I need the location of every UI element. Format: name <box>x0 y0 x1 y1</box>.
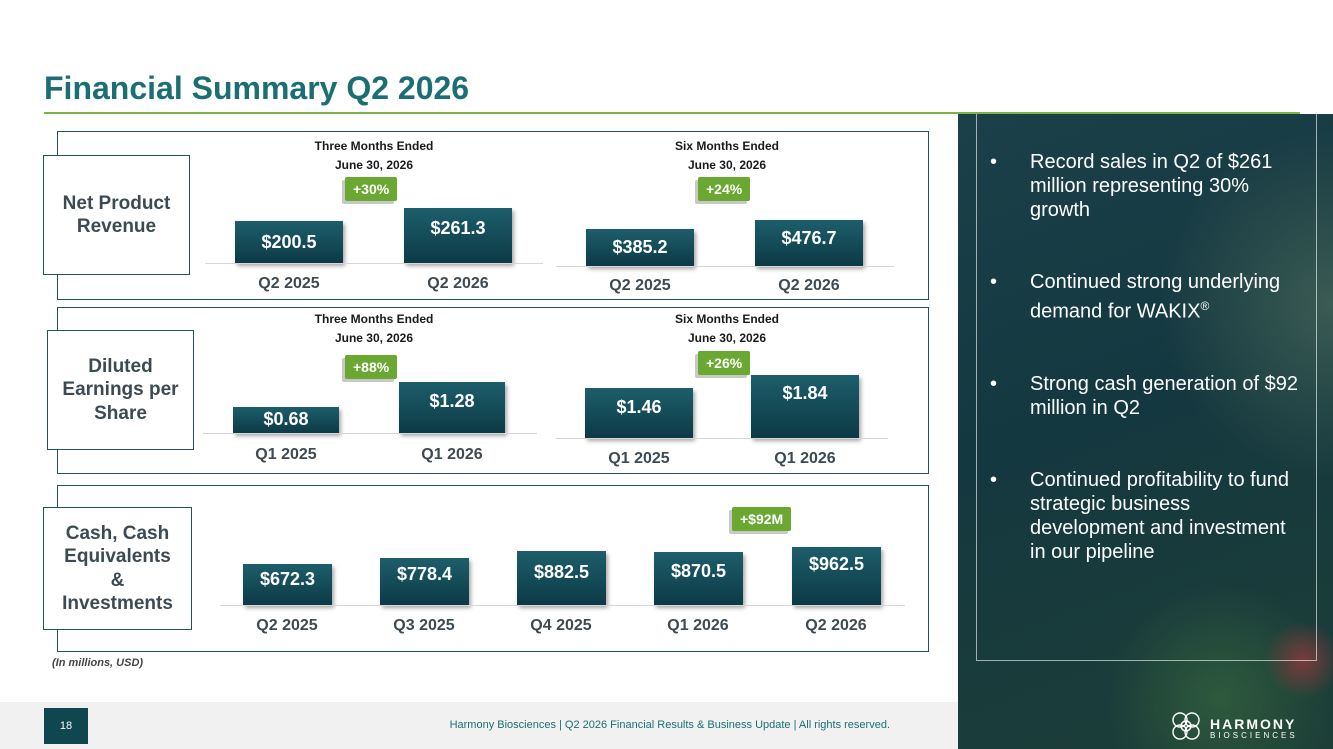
highlight-item: • Record sales in Q2 of $261 million rep… <box>990 150 1300 222</box>
cash-label-line: Cash, Cash <box>65 523 170 545</box>
bar-q3-2025: $778.4 <box>380 558 469 605</box>
x-label: Q2 2025 <box>258 275 320 292</box>
bar-q2-2026: $476.7 <box>755 220 863 266</box>
header-line: June 30, 2026 <box>687 331 767 345</box>
eps-six-header: Six Months Ended June 30, 2026 <box>617 310 837 348</box>
highlight-item: • Continued profitability to fund strate… <box>990 468 1300 564</box>
eps-row-label: Diluted Earnings per Share <box>47 330 194 450</box>
baseline <box>556 438 888 439</box>
revenue-row-label: Net Product Revenue <box>43 155 190 275</box>
logo-subtitle: BIOSCIENCES <box>1210 731 1298 740</box>
highlight-item: • Strong cash generation of $92 million … <box>990 372 1300 420</box>
header-line: June 30, 2026 <box>334 158 414 172</box>
x-label: Q1 2026 <box>421 446 483 463</box>
growth-badge: +24% <box>698 177 751 201</box>
eps-three-header: Three Months Ended June 30, 2026 <box>264 310 484 348</box>
bar-q1-2025: $1.46 <box>585 388 693 438</box>
highlight-item: • Continued strong underlying demand for… <box>990 270 1300 324</box>
cash-label-line: & <box>110 569 125 591</box>
growth-badge: +26% <box>698 351 751 375</box>
highlights-box <box>976 114 1317 661</box>
x-label: Q1 2025 <box>255 446 317 463</box>
x-label: Q1 2026 <box>774 450 836 467</box>
x-label: Q1 2026 <box>667 617 729 634</box>
header-line: Three Months Ended <box>314 139 434 153</box>
bullet-glyph: • <box>990 372 998 395</box>
x-label: Q2 2026 <box>805 617 867 634</box>
cash-label-line: Investments <box>62 592 173 614</box>
bar-q4-2025: $882.5 <box>517 551 606 605</box>
highlight-text: Continued strong underlying demand for W… <box>1030 271 1281 323</box>
knot-logo-icon <box>1172 712 1200 740</box>
bar-q1-2026: $870.5 <box>654 552 743 605</box>
logo-wordmark: HARMONY <box>1210 716 1297 732</box>
header-line: June 30, 2026 <box>687 158 767 172</box>
units-note: (In millions, USD) <box>52 657 144 669</box>
growth-badge: +$92M <box>732 507 792 531</box>
x-label: Q2 2025 <box>256 617 318 634</box>
cash-row-label: Cash, Cash Equivalents & Investments <box>43 507 192 630</box>
bar-q2-2025: $385.2 <box>586 229 694 266</box>
bullet-glyph: • <box>990 468 998 491</box>
x-label: Q2 2026 <box>427 275 489 292</box>
baseline <box>205 263 543 264</box>
baseline <box>220 605 905 606</box>
title-divider <box>44 112 1300 114</box>
highlights-list: • Record sales in Q2 of $261 million rep… <box>990 150 1300 612</box>
revenue-three-header: Three Months Ended June 30, 2026 <box>264 137 484 175</box>
page-number: 18 <box>44 708 88 744</box>
baseline <box>556 266 894 267</box>
x-label: Q4 2025 <box>530 617 592 634</box>
cash-label-line: Equivalents <box>64 546 171 568</box>
header-line: Three Months Ended <box>314 312 434 326</box>
footer-text: Harmony Biosciences | Q2 2026 Financial … <box>449 719 890 731</box>
company-logo: HARMONY BIOSCIENCES <box>1168 708 1308 744</box>
baseline <box>203 433 537 434</box>
x-label: Q2 2025 <box>609 277 671 294</box>
x-label: Q1 2025 <box>608 450 670 467</box>
bar-q1-2026: $1.28 <box>399 382 505 433</box>
registered-mark: ® <box>1200 299 1210 313</box>
footer-bar <box>0 702 958 749</box>
x-label: Q3 2025 <box>393 617 455 634</box>
bullet-glyph: • <box>990 271 998 293</box>
bar-q2-2026: $962.5 <box>792 547 881 605</box>
header-line: Six Months Ended <box>674 312 779 326</box>
highlight-text: Continued profitability to fund strategi… <box>1030 468 1290 563</box>
bar-q1-2026: $1.84 <box>751 375 859 438</box>
bar-q2-2025: $200.5 <box>235 221 343 263</box>
x-label: Q2 2026 <box>778 277 840 294</box>
bar-q2-2025: $672.3 <box>243 564 332 605</box>
side-panel-background <box>958 114 1333 749</box>
bar-q2-2026: $261.3 <box>404 208 512 263</box>
bullet-glyph: • <box>990 151 998 173</box>
highlight-text: Record sales in Q2 of $261 million repre… <box>1030 151 1273 221</box>
header-line: Six Months Ended <box>674 139 779 153</box>
highlight-text: Strong cash generation of $92 million in… <box>1030 372 1298 419</box>
growth-badge: +30% <box>345 177 398 201</box>
page-title: Financial Summary Q2 2026 <box>44 70 470 106</box>
header-line: June 30, 2026 <box>334 331 414 345</box>
growth-badge: +88% <box>345 355 398 379</box>
revenue-six-header: Six Months Ended June 30, 2026 <box>617 137 837 175</box>
bar-q1-2025: $0.68 <box>233 407 339 433</box>
